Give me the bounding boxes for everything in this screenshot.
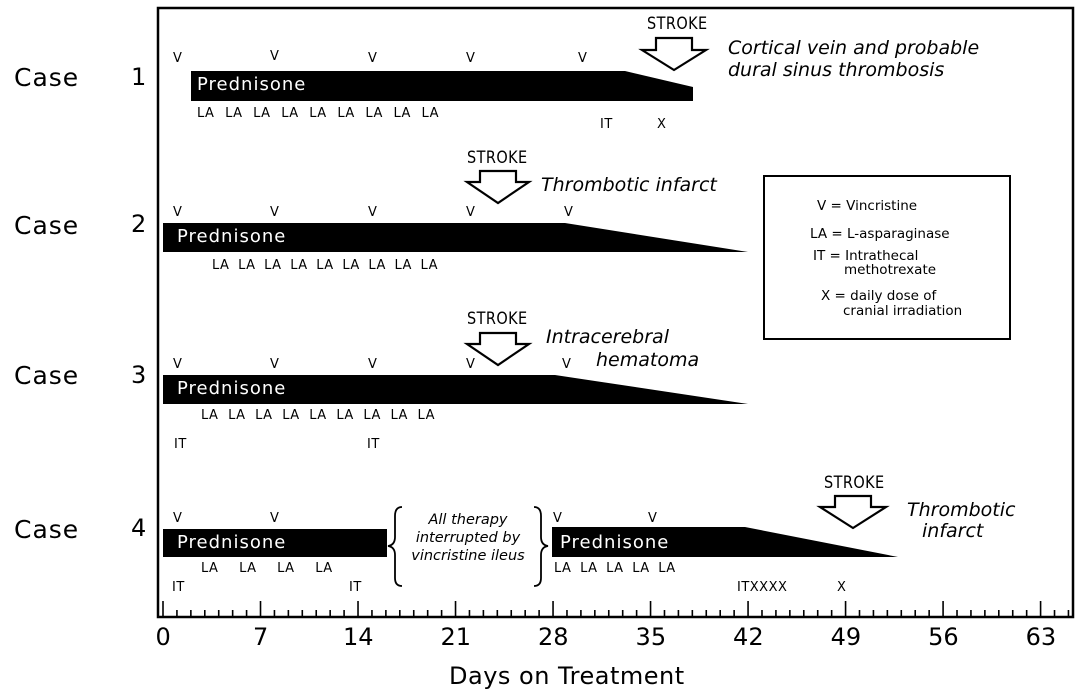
legend-box: V = Vincristine LA = L-asparaginase IT =… [763, 175, 1011, 340]
drug-label: Prednisone [197, 74, 307, 95]
interruption-line: All therapy [428, 512, 508, 528]
v-mark: V [562, 357, 572, 372]
x-tick-label: 49 [830, 623, 862, 651]
stroke-label: STROKE [647, 14, 708, 34]
legend-key: V = Vincristine [817, 198, 918, 214]
v-mark: V [368, 51, 378, 66]
x-mark: X [837, 580, 847, 595]
case4-stroke-arrow [816, 494, 890, 530]
interruption-line: vincristine ileus [411, 548, 525, 564]
v-mark: V [368, 205, 378, 220]
it-mark: IT [367, 437, 380, 452]
drug-label: Prednisone [177, 226, 287, 247]
drug-label: Prednisone [177, 378, 287, 399]
v-mark: V [648, 511, 658, 526]
legend-key: X = daily dose of [821, 288, 937, 304]
v-mark: V [553, 511, 563, 526]
stroke-label: STROKE [467, 148, 528, 168]
v-mark: V [173, 51, 183, 66]
event-description: Thrombotic infarct [541, 174, 717, 196]
case-label: Case [14, 211, 80, 240]
x-tick-label: 42 [733, 623, 764, 651]
x-mark: X [657, 117, 667, 132]
x-tick-label: 28 [538, 623, 569, 651]
x-tick-label: 35 [635, 623, 667, 651]
x-axis-label: Days on Treatment [449, 662, 685, 690]
v-mark: V [270, 511, 280, 526]
la-marks: LA LA LA LA LA LA LA LA LA [201, 408, 435, 423]
v-mark: V [368, 357, 378, 372]
stroke-label: STROKE [824, 473, 885, 493]
x-tick-label: 56 [928, 623, 959, 651]
it-mark: IT [600, 117, 613, 132]
v-mark: V [578, 51, 588, 66]
v-mark: V [466, 205, 476, 220]
case3-prednisone-bar [163, 375, 748, 404]
event-description: Intracerebral [546, 326, 669, 348]
x-axis [160, 601, 1072, 618]
v-mark: V [466, 51, 476, 66]
it-mark: IT [174, 437, 187, 452]
v-mark: V [270, 357, 280, 372]
case2-prednisone-bar [163, 223, 748, 252]
case-label: Case [14, 63, 80, 92]
x-tick-label: 63 [1025, 623, 1057, 651]
drug-label: Prednisone [560, 532, 670, 553]
la-marks: LA LA LA LA [201, 561, 333, 576]
case2-stroke-arrow [463, 169, 533, 205]
v-mark: V [466, 357, 476, 372]
event-description: hematoma [596, 349, 700, 371]
legend-desc: methotrexate [844, 262, 937, 278]
legend-key: IT = Intrathecal [813, 248, 919, 264]
case-label: Case [14, 515, 80, 544]
case-label: Case [14, 361, 80, 390]
drug-label: Prednisone [177, 532, 287, 553]
case-number: 3 [131, 361, 147, 389]
event-description: Thrombotic [907, 499, 1016, 521]
x-tick-label: 7 [253, 623, 269, 651]
case4-prednisone-bar-1 [163, 529, 387, 557]
v-mark: V [173, 205, 183, 220]
event-description: infarct [922, 520, 984, 542]
la-marks: LA LA LA LA LA LA LA LA LA [212, 258, 438, 273]
la-marks: LA LA LA LA LA LA LA LA LA [197, 106, 439, 121]
la-marks: LA LA LA LA LA [554, 561, 676, 576]
case-number: 4 [131, 514, 147, 542]
v-mark: V [270, 49, 280, 64]
case3-stroke-arrow [463, 331, 533, 367]
it-mark: IT [349, 580, 362, 595]
case4-prednisone-bar-2 [552, 527, 898, 557]
case-number: 2 [131, 210, 147, 238]
x-tick-label: 21 [440, 623, 472, 651]
case4-left-brace [387, 506, 403, 587]
case-number: 1 [131, 63, 147, 91]
stroke-label: STROKE [467, 309, 528, 329]
x-tick-label: 14 [343, 623, 374, 651]
case4-right-brace [533, 506, 549, 587]
interruption-note: All therapy interrupted by vincristine i… [403, 511, 533, 565]
it-x-marks: ITXXXX [737, 580, 788, 595]
event-description: Cortical vein and probable [728, 37, 980, 59]
it-mark: IT [172, 580, 185, 595]
v-mark: V [564, 205, 574, 220]
legend-key: LA = L-asparaginase [810, 226, 950, 242]
interruption-line: interrupted by [415, 530, 521, 546]
case1-stroke-arrow [638, 36, 710, 72]
case1-prednisone-bar [191, 71, 693, 101]
x-tick-label: 0 [155, 623, 171, 651]
event-description: dural sinus thrombosis [728, 59, 945, 81]
v-mark: V [270, 205, 280, 220]
v-mark: V [173, 511, 183, 526]
legend-desc: cranial irradiation [843, 303, 963, 319]
v-mark: V [173, 357, 183, 372]
